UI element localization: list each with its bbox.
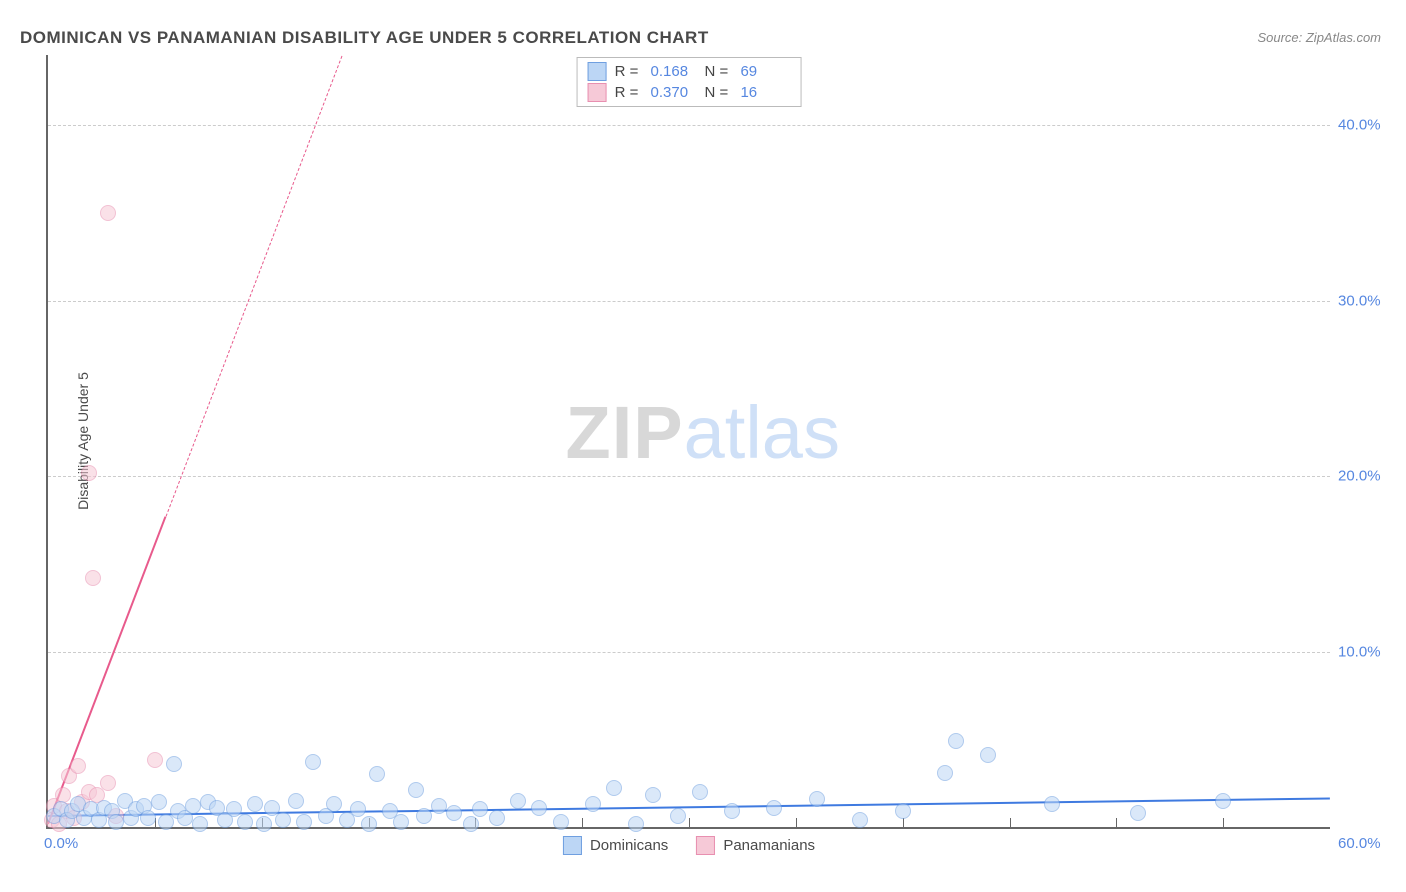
gridline (48, 301, 1330, 302)
data-point (140, 810, 156, 826)
x-tick-mark (903, 818, 904, 828)
stats-r-label: R = (615, 63, 643, 80)
y-tick-label: 10.0% (1338, 643, 1381, 660)
data-point (416, 808, 432, 824)
data-point (645, 787, 661, 803)
legend-label: Panamanians (723, 837, 815, 854)
x-tick-mark (1223, 818, 1224, 828)
data-point (431, 798, 447, 814)
x-tick-mark (796, 818, 797, 828)
swatch-icon (588, 83, 607, 102)
data-point (247, 796, 263, 812)
x-tick-label: 0.0% (44, 835, 78, 852)
data-point (585, 796, 601, 812)
stats-legend-box: R = 0.168 N = 69 R = 0.370 N = 16 (577, 57, 802, 107)
y-tick-label: 20.0% (1338, 468, 1381, 485)
data-point (553, 814, 569, 830)
data-point (70, 758, 86, 774)
data-point (446, 805, 462, 821)
data-point (100, 775, 116, 791)
x-tick-mark (1010, 818, 1011, 828)
data-point (151, 794, 167, 810)
data-point (81, 465, 97, 481)
swatch-icon (588, 62, 607, 81)
data-point (85, 570, 101, 586)
data-point (724, 803, 740, 819)
swatch-icon (563, 836, 582, 855)
watermark-zip: ZIP (566, 391, 684, 474)
x-tick-mark (582, 818, 583, 828)
data-point (100, 205, 116, 221)
stats-row-panamanians: R = 0.370 N = 16 (588, 83, 787, 102)
source-label: Source: ZipAtlas.com (1257, 30, 1381, 45)
data-point (326, 796, 342, 812)
legend-item-panamanians: Panamanians (696, 836, 815, 855)
data-point (692, 784, 708, 800)
legend-label: Dominicans (590, 837, 668, 854)
data-point (472, 801, 488, 817)
watermark-atlas: atlas (684, 391, 840, 474)
data-point (809, 791, 825, 807)
gridline (48, 652, 1330, 653)
stats-r-value: 0.370 (651, 84, 697, 101)
gridline (48, 476, 1330, 477)
data-point (408, 782, 424, 798)
data-point (350, 801, 366, 817)
data-point (852, 812, 868, 828)
series-legend: Dominicans Panamanians (563, 836, 815, 855)
y-tick-label: 40.0% (1338, 117, 1381, 134)
data-point (166, 756, 182, 772)
data-point (531, 800, 547, 816)
y-axis-label: Disability Age Under 5 (75, 372, 91, 510)
data-point (361, 816, 377, 832)
data-point (275, 812, 291, 828)
data-point (463, 816, 479, 832)
x-tick-label: 60.0% (1338, 835, 1381, 852)
stats-row-dominicans: R = 0.168 N = 69 (588, 62, 787, 81)
data-point (1130, 805, 1146, 821)
data-point (510, 793, 526, 809)
data-point (489, 810, 505, 826)
data-point (606, 780, 622, 796)
data-point (369, 766, 385, 782)
data-point (147, 752, 163, 768)
data-point (288, 793, 304, 809)
data-point (980, 747, 996, 763)
watermark: ZIPatlas (566, 390, 840, 475)
data-point (296, 814, 312, 830)
legend-item-dominicans: Dominicans (563, 836, 668, 855)
data-point (948, 733, 964, 749)
x-tick-mark (1116, 818, 1117, 828)
data-point (937, 765, 953, 781)
y-tick-label: 30.0% (1338, 292, 1381, 309)
stats-n-value: 69 (740, 63, 786, 80)
data-point (670, 808, 686, 824)
swatch-icon (696, 836, 715, 855)
data-point (192, 816, 208, 832)
data-point (108, 814, 124, 830)
data-point (256, 816, 272, 832)
chart-title: DOMINICAN VS PANAMANIAN DISABILITY AGE U… (20, 28, 709, 48)
data-point (1044, 796, 1060, 812)
data-point (185, 798, 201, 814)
x-tick-mark (689, 818, 690, 828)
data-point (237, 814, 253, 830)
stats-r-label: R = (615, 84, 643, 101)
data-point (628, 816, 644, 832)
data-point (393, 814, 409, 830)
data-point (895, 803, 911, 819)
plot-area: Disability Age Under 5 ZIPatlas R = 0.16… (46, 55, 1330, 829)
stats-n-value: 16 (740, 84, 786, 101)
chart-page: DOMINICAN VS PANAMANIAN DISABILITY AGE U… (0, 0, 1406, 892)
data-point (305, 754, 321, 770)
stats-n-label: N = (705, 84, 733, 101)
data-point (1215, 793, 1231, 809)
data-point (766, 800, 782, 816)
gridline (48, 125, 1330, 126)
stats-r-value: 0.168 (651, 63, 697, 80)
stats-n-label: N = (705, 63, 733, 80)
